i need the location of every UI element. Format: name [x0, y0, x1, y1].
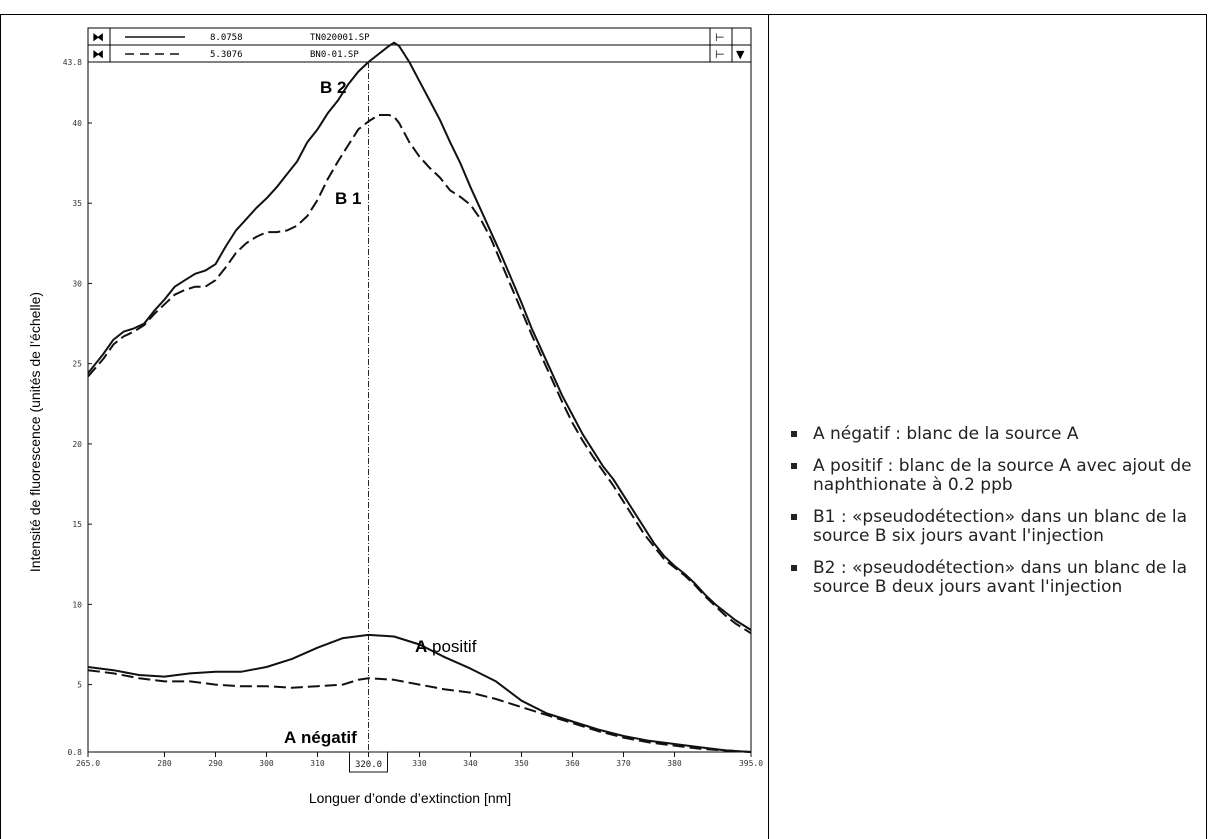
legend-value-2: 5.3076: [210, 50, 243, 60]
figure-frame: [0, 14, 1207, 839]
range-icon[interactable]: ⊢: [715, 48, 725, 61]
series-line-b-2: [87, 41, 752, 631]
x-tick-label: 310: [310, 759, 325, 768]
y-tick-label: 40: [72, 119, 82, 128]
spectrum-chart: ⧓ 8.0758 TN020001.SP ⊢ ⧓ 5.3076 BN0-01.S…: [27, 27, 763, 806]
series-group: [87, 41, 752, 753]
y-tick-label: 43.8: [63, 58, 82, 67]
x-tick-label: 320.0: [355, 760, 382, 770]
legend-file-1: TN020001.SP: [310, 33, 370, 43]
y-axis-ticks: 0.8 5 10 15 20 25 30 35 40 43.8: [63, 58, 92, 757]
x-tick-label: 350: [514, 759, 529, 768]
x-axis-ticks: 265.0 280 290 300 310 320.0 330 340 350 360 370 380…: [76, 752, 763, 770]
note-item: B1 : «pseudodétection» dans un blanc de …: [790, 508, 1205, 546]
legend-file-2: BN0-01.SP: [310, 50, 359, 60]
label-a-positif: A positif: [415, 637, 477, 656]
x-tick-label: 380: [667, 759, 682, 768]
y-tick-label: 0.8: [68, 748, 83, 757]
y-tick-label: 10: [72, 600, 82, 609]
y-tick-label: 15: [72, 520, 82, 529]
note-item: A positif : blanc de la source A avec aj…: [790, 457, 1205, 495]
pin-icon[interactable]: ⧓: [92, 30, 104, 44]
x-tick-label: 360: [565, 759, 580, 768]
y-axis-label: Intensité de fluorescence (unités de l’é…: [27, 292, 43, 572]
series-line-a-n-gatif: [87, 669, 752, 753]
range-icon[interactable]: ⊢: [715, 31, 725, 44]
x-tick-label: 340: [463, 759, 478, 768]
legend-value-1: 8.0758: [210, 33, 243, 43]
legend-row-2: ⧓ 5.3076 BN0-01.SP ⊢ ▼: [92, 47, 745, 61]
x-tick-label: 265.0: [76, 759, 100, 768]
notes-list: A négatif : blanc de la source A A posit…: [790, 425, 1205, 610]
pin-icon[interactable]: ⧓: [92, 47, 104, 61]
legend-row-1: ⧓ 8.0758 TN020001.SP ⊢: [92, 30, 725, 44]
y-tick-label: 25: [72, 360, 82, 369]
x-tick-label: 300: [259, 759, 274, 768]
x-tick-label: 330: [412, 759, 427, 768]
x-tick-label: 280: [157, 759, 172, 768]
x-axis-label: Longuer d’onde d’extinction [nm]: [309, 790, 511, 806]
label-b1: B 1: [335, 189, 361, 208]
y-tick-label: 30: [72, 279, 82, 288]
series-line-b-1: [87, 114, 752, 635]
label-b2: B 2: [320, 78, 346, 97]
y-tick-label: 20: [72, 440, 82, 449]
y-tick-label: 35: [72, 199, 82, 208]
dropdown-arrow-icon[interactable]: ▼: [736, 48, 745, 61]
note-item: B2 : «pseudodétection» dans un blanc de …: [790, 559, 1205, 597]
x-tick-label: 395.0: [739, 759, 763, 768]
x-tick-label: 290: [208, 759, 223, 768]
label-a-negatif: A négatif: [284, 728, 357, 747]
series-line-a-positif: [87, 633, 752, 753]
y-tick-label: 5: [77, 681, 82, 690]
note-item: A négatif : blanc de la source A: [790, 425, 1205, 444]
column-divider: [768, 14, 769, 839]
x-tick-label: 370: [616, 759, 631, 768]
